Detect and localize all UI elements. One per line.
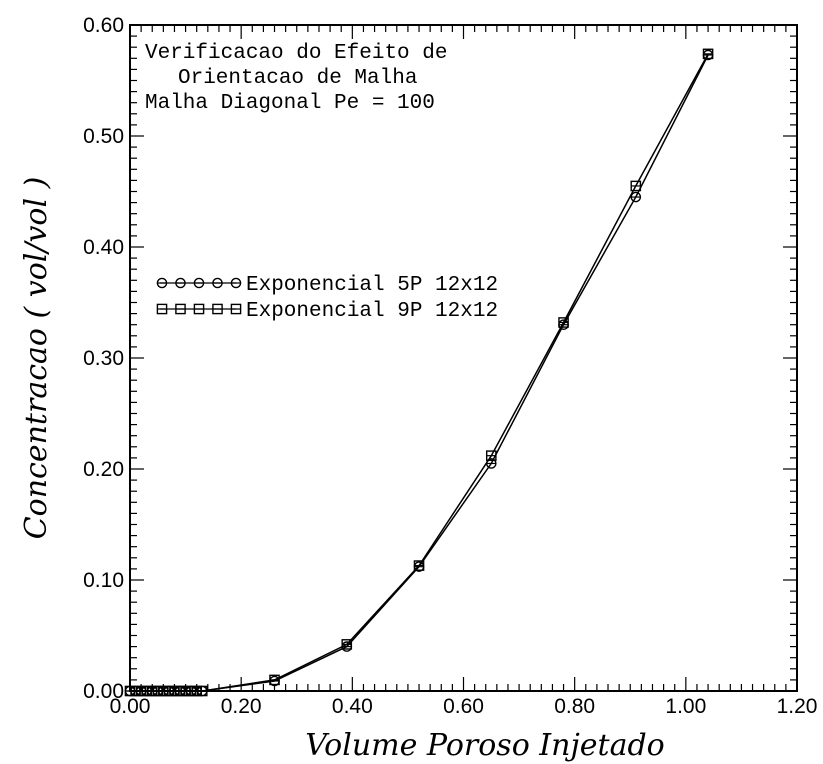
legend-label-series-1: Exponencial 5P 12x12 [246,274,498,297]
legend-marker [156,277,168,289]
data-point-square [485,450,497,461]
data-point-square [341,639,353,650]
series-1 [124,49,714,697]
annotation-line-2: Orientacao de Malha [178,67,417,90]
x-tick-label: 1.20 [777,695,818,718]
ticks-layer: 0.00 0.20 0.40 0.60 0.80 1.00 1.20 0.00 0.10 0.20… [83,14,817,718]
x-tick-label: 0.40 [332,695,373,718]
legend-marker [156,303,168,315]
data-point-square [558,317,569,328]
legend-marker [175,303,186,315]
annotation: Verificacao do Efeito de Orientacao de M… [145,42,447,115]
y-tick-label: 0.20 [83,458,124,481]
legend-marker [193,303,205,315]
plot-frame [129,24,798,692]
y-tick-label: 0.60 [83,14,124,37]
legend-label-series-2: Exponencial 9P 12x12 [246,300,498,323]
legend-marker [212,277,223,289]
legend-marker [230,303,242,315]
annotation-line-1: Verificacao do Efeito de [145,42,447,65]
series-line [130,53,709,692]
data-point-square [413,560,425,571]
x-tick-label: 0.80 [554,695,595,718]
legend-sample-series-1 [156,277,242,289]
y-tick-label: 0.00 [83,680,124,703]
x-tick-label: 1.00 [665,695,706,718]
data-point-square [196,685,208,697]
legend-sample-series-2 [156,303,242,315]
legend: Exponencial 5P 12x12 Exponencial 9P 12x1… [156,274,498,323]
legend-marker [212,303,223,315]
legend-marker [230,277,242,289]
series-line [130,54,709,692]
y-axis-title: Concentracao ( vol/vol ) [19,177,54,540]
y-tick-label: 0.30 [83,347,124,370]
x-tick-label: 0.00 [110,695,151,718]
series-layer [124,48,714,697]
data-point-square [269,674,280,686]
legend-marker [193,277,205,289]
data-point-square [702,48,714,60]
y-tick-label: 0.40 [83,236,124,259]
legend-marker [175,277,186,289]
data-point-square [630,180,642,192]
data-point-circle [630,191,642,203]
y-tick-label: 0.50 [83,125,124,148]
y-tick-label: 0.10 [83,569,124,592]
x-tick-label: 0.60 [443,695,484,718]
x-tick-label: 0.20 [221,695,262,718]
series-2 [124,48,714,697]
x-axis-title: Volume Poroso Injetado [305,728,665,763]
annotation-line-3: Malha Diagonal Pe = 100 [145,92,435,115]
